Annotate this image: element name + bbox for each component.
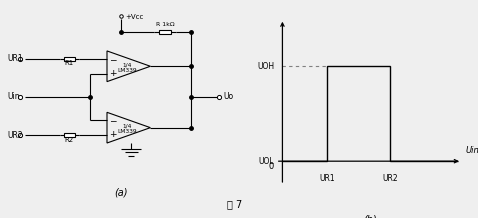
Text: +Vcc: +Vcc bbox=[125, 14, 143, 20]
Text: UR2: UR2 bbox=[7, 131, 23, 140]
Text: UR1: UR1 bbox=[7, 54, 23, 63]
Text: 1/4: 1/4 bbox=[123, 124, 132, 129]
Text: UR2: UR2 bbox=[382, 174, 398, 183]
Text: +: + bbox=[109, 130, 117, 139]
Text: UR1: UR1 bbox=[319, 174, 335, 183]
Text: UOL: UOL bbox=[259, 157, 274, 166]
Bar bbox=[159, 30, 171, 34]
Text: Uin: Uin bbox=[7, 92, 20, 101]
Text: UOH: UOH bbox=[257, 62, 274, 71]
Text: −: − bbox=[109, 55, 117, 64]
Text: R1: R1 bbox=[65, 60, 74, 66]
Text: Uin: Uin bbox=[465, 146, 478, 155]
Text: R 1kΩ: R 1kΩ bbox=[155, 22, 174, 27]
Text: R2: R2 bbox=[65, 137, 74, 143]
Text: 0: 0 bbox=[269, 162, 274, 171]
Bar bbox=[64, 57, 75, 61]
Text: LM339: LM339 bbox=[118, 129, 137, 134]
Text: +: + bbox=[109, 68, 117, 78]
Text: −: − bbox=[109, 116, 117, 125]
Text: (a): (a) bbox=[114, 188, 128, 198]
Text: 图 7: 图 7 bbox=[227, 199, 242, 209]
Text: LM339: LM339 bbox=[118, 68, 137, 73]
Text: (b): (b) bbox=[364, 215, 377, 218]
Text: Uo: Uo bbox=[223, 92, 233, 101]
Bar bbox=[64, 133, 75, 137]
Text: 1/4: 1/4 bbox=[123, 62, 132, 67]
